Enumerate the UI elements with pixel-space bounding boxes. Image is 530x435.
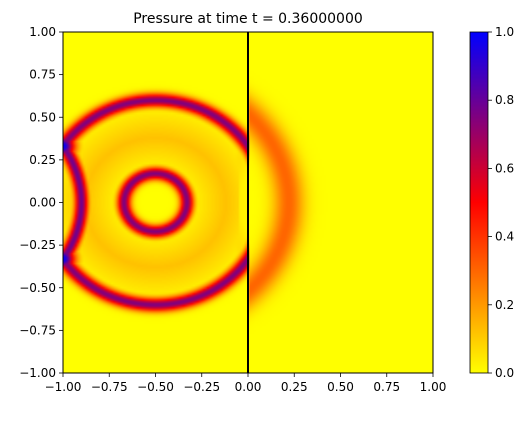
y-tick-label: 0.00 [29,196,56,210]
y-tick-label: 1.00 [29,25,56,39]
colorbar-tick-label: 0.6 [495,161,514,175]
y-tick-label: −1.00 [19,366,56,380]
y-tick-label: −0.50 [19,281,56,295]
x-tick-label: −0.75 [91,380,128,394]
plot-area [62,31,434,374]
x-tick-label: 0.50 [327,380,354,394]
colorbar-tick-label: 0.8 [495,93,514,107]
x-tick-label: −0.50 [137,380,174,394]
x-tick-label: 0.25 [281,380,308,394]
colorbar-axis: 1.0 0.8 0.6 0.4 0.2 0.0 [488,25,514,380]
y-tick-label: −0.25 [19,238,56,252]
colorbar-tick-label: 0.0 [495,366,514,380]
x-tick-label: 0.75 [373,380,400,394]
x-tick-label: −0.25 [183,380,220,394]
chart-title: Pressure at time t = 0.36000000 [133,11,363,27]
x-axis: −1.00 −0.75 −0.50 −0.25 0.00 0.25 0.50 0.75 1.00 [45,373,447,394]
colorbar-frame [469,31,489,374]
y-tick-label: 0.25 [29,153,56,167]
x-tick-label: 0.00 [235,380,262,394]
colorbar: 1.0 0.8 0.6 0.4 0.2 0.0 [469,25,514,380]
y-tick-label: 0.75 [29,68,56,82]
colorbar-tick-label: 1.0 [495,25,514,39]
x-tick-label: 1.00 [420,380,447,394]
colorbar-tick-label: 0.2 [495,298,514,312]
y-axis: 1.00 0.75 0.50 0.25 0.00 −0.25 −0.50 −0.75 −1.00 [19,25,63,380]
x-tick-label: −1.00 [45,380,82,394]
colorbar-fill [470,32,488,373]
y-tick-label: −0.75 [19,323,56,337]
y-tick-label: 0.50 [29,110,56,124]
colorbar-tick-label: 0.4 [495,230,514,244]
